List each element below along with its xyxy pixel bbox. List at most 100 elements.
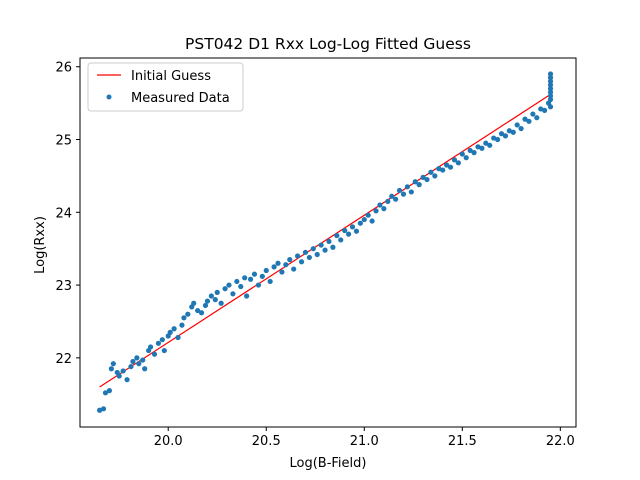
data-point [547,75,554,81]
data-point [522,116,528,122]
data-point [526,118,532,124]
data-point [159,337,165,343]
data-point [357,220,363,226]
data-point [295,253,301,259]
legend-label-measured-data: Measured Data [131,91,230,106]
data-point [547,93,554,99]
data-point [326,238,332,245]
data-point [110,361,116,367]
data-point [479,145,485,151]
data-point [396,187,403,194]
data-point [185,311,191,317]
data-point [167,329,173,335]
data-point [502,133,509,139]
data-point [547,82,554,88]
data-point [459,151,465,157]
data-point [136,361,142,367]
data-point [314,251,320,258]
data-point [198,310,205,316]
data-point [116,373,122,379]
data-point [195,307,201,314]
data-point [134,355,140,361]
data-point [424,176,430,183]
data-point [498,131,505,137]
data-point [208,293,214,299]
x-tick-label: 20.5 [252,434,281,449]
data-point [506,128,512,134]
data-point [451,157,458,163]
axes: 20.0 20.5 21.0 21.5 22.0 22 23 24 25 26 [55,57,577,449]
data-point [175,334,181,341]
data-point [447,164,454,170]
data-point [298,259,305,265]
chart-title: PST042 D1 Rxx Log-Log Fitted Guess [185,35,471,53]
data-point [106,388,113,394]
legend: Initial Guess Measured Data [87,62,244,112]
data-point [455,160,461,166]
data-point [283,262,289,268]
x-tick-label: 20.0 [154,434,183,449]
data-point [247,276,254,282]
data-point [436,166,442,172]
y-axis-label: Log(Rxx) [33,216,48,274]
data-point [547,71,554,77]
data-point [251,271,258,277]
data-point [230,291,236,297]
data-point [369,218,375,224]
data-point [310,246,316,252]
data-point [259,273,265,279]
data-point [542,107,548,114]
data-point [408,189,414,195]
data-point [534,115,540,121]
data-point [463,155,469,161]
x-tick-label: 21.5 [448,434,477,449]
data-point [483,140,489,146]
data-point [342,227,348,234]
data-point [267,278,273,285]
data-point [97,407,103,413]
data-point [377,202,383,208]
data-point [130,358,136,365]
data-point [514,122,520,128]
data-point [142,366,148,372]
data-point [547,78,554,84]
data-point [432,173,438,179]
data-point [345,231,352,237]
y-tick-label: 25 [55,134,72,149]
data-point [416,182,422,188]
data-point [226,282,232,288]
data-point [373,208,379,214]
data-point [287,257,293,263]
data-point [271,264,277,270]
data-point [179,322,185,328]
data-point [385,198,391,204]
data-point [389,193,395,199]
data-point [349,224,356,230]
y-tick-label: 23 [55,279,72,294]
data-point [181,315,187,321]
data-point [151,351,158,357]
data-point [214,289,220,295]
data-point [547,85,554,92]
plot-frame [79,57,577,428]
data-point [334,232,340,239]
data-point [234,278,240,285]
data-point [393,196,399,202]
data-point [330,244,336,250]
data-point [353,228,360,234]
data-point [547,104,554,110]
y-tick-label: 22 [55,352,72,367]
data-point [244,293,250,299]
data-point [128,363,134,370]
data-point [494,136,501,143]
data-point [400,191,407,197]
data-point [428,169,434,175]
data-point [306,254,312,261]
data-point [338,237,344,243]
x-tick-label: 21.0 [350,434,379,449]
data-point [518,125,524,132]
data-point [318,242,324,248]
data-point [218,300,224,306]
data-point [263,267,269,274]
